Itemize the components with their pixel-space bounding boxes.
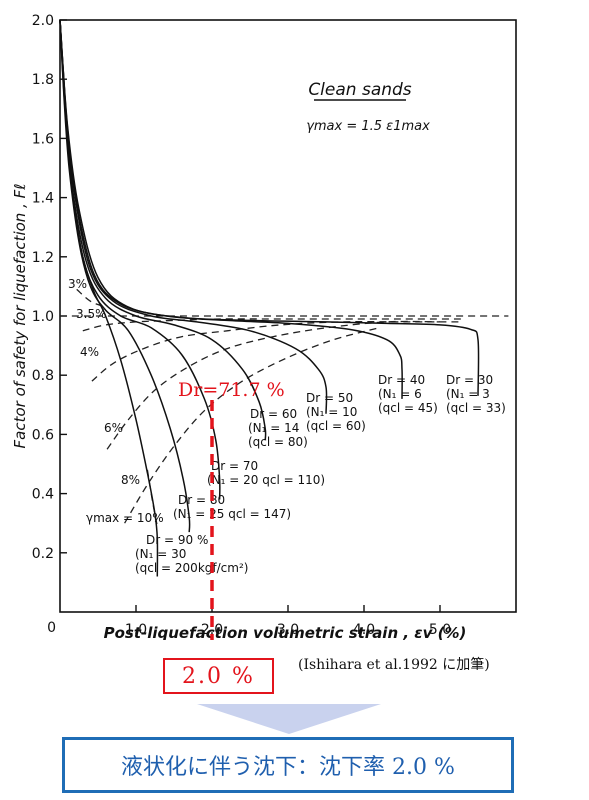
label-strain-35: 3.5% <box>76 307 107 321</box>
label-dr40-l2: (N₁ = 6 <box>378 387 422 401</box>
x-tick-label-4: 5.0 <box>429 622 451 638</box>
label-dr80-l1: Dr = 80 <box>178 493 225 507</box>
strain-curve-3 <box>91 321 463 382</box>
density-curve-3 <box>59 19 267 441</box>
label-dr90-l1: Dr = 90 % <box>146 533 208 547</box>
chart-title: Clean sands <box>308 80 411 100</box>
label-dr30-l2: (N₁ = 3 <box>446 387 490 401</box>
label-dr70-l1: Dr = 70 <box>211 459 258 473</box>
label-strain-3: 3% <box>68 277 87 291</box>
label-dr50-l1: Dr = 50 <box>306 391 353 405</box>
y-axis: 0.2 0.4 0.6 0.8 1.0 1.2 1.4 1.6 1.8 2.0 <box>32 13 67 562</box>
label-dr40-l1: Dr = 40 <box>378 373 425 387</box>
chart-subtitle: γmax = 1.5 ε1max <box>306 119 430 134</box>
strain-labels: 3% 3.5% 4% 6% 8% γmax = 10% <box>68 277 164 525</box>
result-value-box: 2.0 % <box>163 658 274 694</box>
density-curve-5 <box>59 19 403 399</box>
density-curve-4 <box>59 19 328 414</box>
density-curve-2 <box>59 19 221 500</box>
y-tick-label-3: 0.8 <box>32 368 54 384</box>
y-tick-label-7: 1.6 <box>32 131 54 147</box>
x-tick-label-1: 2.0 <box>201 622 223 638</box>
label-dr70-l2: (N₁ = 20 qcl = 110) <box>207 473 325 487</box>
y-tick-label-6: 1.4 <box>32 191 54 207</box>
origin-label: 0 <box>47 620 56 636</box>
dr-annotation: Dr=71.7 % <box>178 379 285 401</box>
label-dr80-l2: (N₁ = 25 qcl = 147) <box>173 507 291 521</box>
y-tick-label-9: 2.0 <box>32 13 54 29</box>
label-dr60-l3: (qcl = 80) <box>248 435 308 449</box>
y-tick-label-0: 0.2 <box>32 546 54 562</box>
x-axis: 0 1.0 2.0 3.0 4.0 5.0 <box>47 605 451 638</box>
y-tick-label-5: 1.2 <box>32 250 54 266</box>
chart: 0.2 0.4 0.6 0.8 1.0 1.2 1.4 1.6 1.8 2.0 0 1.0 2.0 3.… <box>11 13 517 660</box>
data-curves <box>59 19 509 577</box>
conclusion-box: 液状化に伴う沈下：沈下率 2.0 % <box>62 737 514 793</box>
density-curve-6 <box>59 19 480 396</box>
y-tick-label-2: 0.6 <box>32 427 54 443</box>
y-axis-title: Factor of safety for liquefaction , Fℓ <box>11 184 29 449</box>
down-arrow <box>197 704 381 734</box>
x-tick-label-2: 3.0 <box>277 622 299 638</box>
label-dr40-l3: (qcl = 45) <box>378 401 438 415</box>
y-tick-label-1: 0.4 <box>32 487 54 503</box>
label-dr30-l3: (qcl = 33) <box>446 401 506 415</box>
label-dr30-l1: Dr = 30 <box>446 373 493 387</box>
label-dr90-l3: (qcl = 200kgf/cm²) <box>135 561 248 575</box>
label-strain-4: 4% <box>80 345 99 359</box>
source-note: (Ishihara et al.1992 に加筆) <box>298 657 490 673</box>
label-strain-8: 8% <box>121 473 140 487</box>
label-dr60-l1: Dr = 60 <box>250 407 297 421</box>
density-labels: Dr = 30 (N₁ = 3 (qcl = 33) Dr = 40 (N₁ =… <box>135 373 506 575</box>
label-strain-6: 6% <box>104 421 123 435</box>
label-strain-10: γmax = 10% <box>86 511 164 525</box>
label-dr60-l2: (N₁ = 14 <box>248 421 299 435</box>
x-tick-label-3: 4.0 <box>353 622 375 638</box>
label-dr90-l2: (N₁ = 30 <box>135 547 186 561</box>
label-dr50-l3: (qcl = 60) <box>306 419 366 433</box>
label-dr50-l2: (N₁ = 10 <box>306 405 357 419</box>
x-tick-label-0: 1.0 <box>125 622 147 638</box>
y-tick-label-4: 1.0 <box>32 309 54 325</box>
y-tick-label-8: 1.8 <box>32 72 54 88</box>
x-axis-title: Post-liquefaction volumetric strain , εv… <box>104 624 467 640</box>
